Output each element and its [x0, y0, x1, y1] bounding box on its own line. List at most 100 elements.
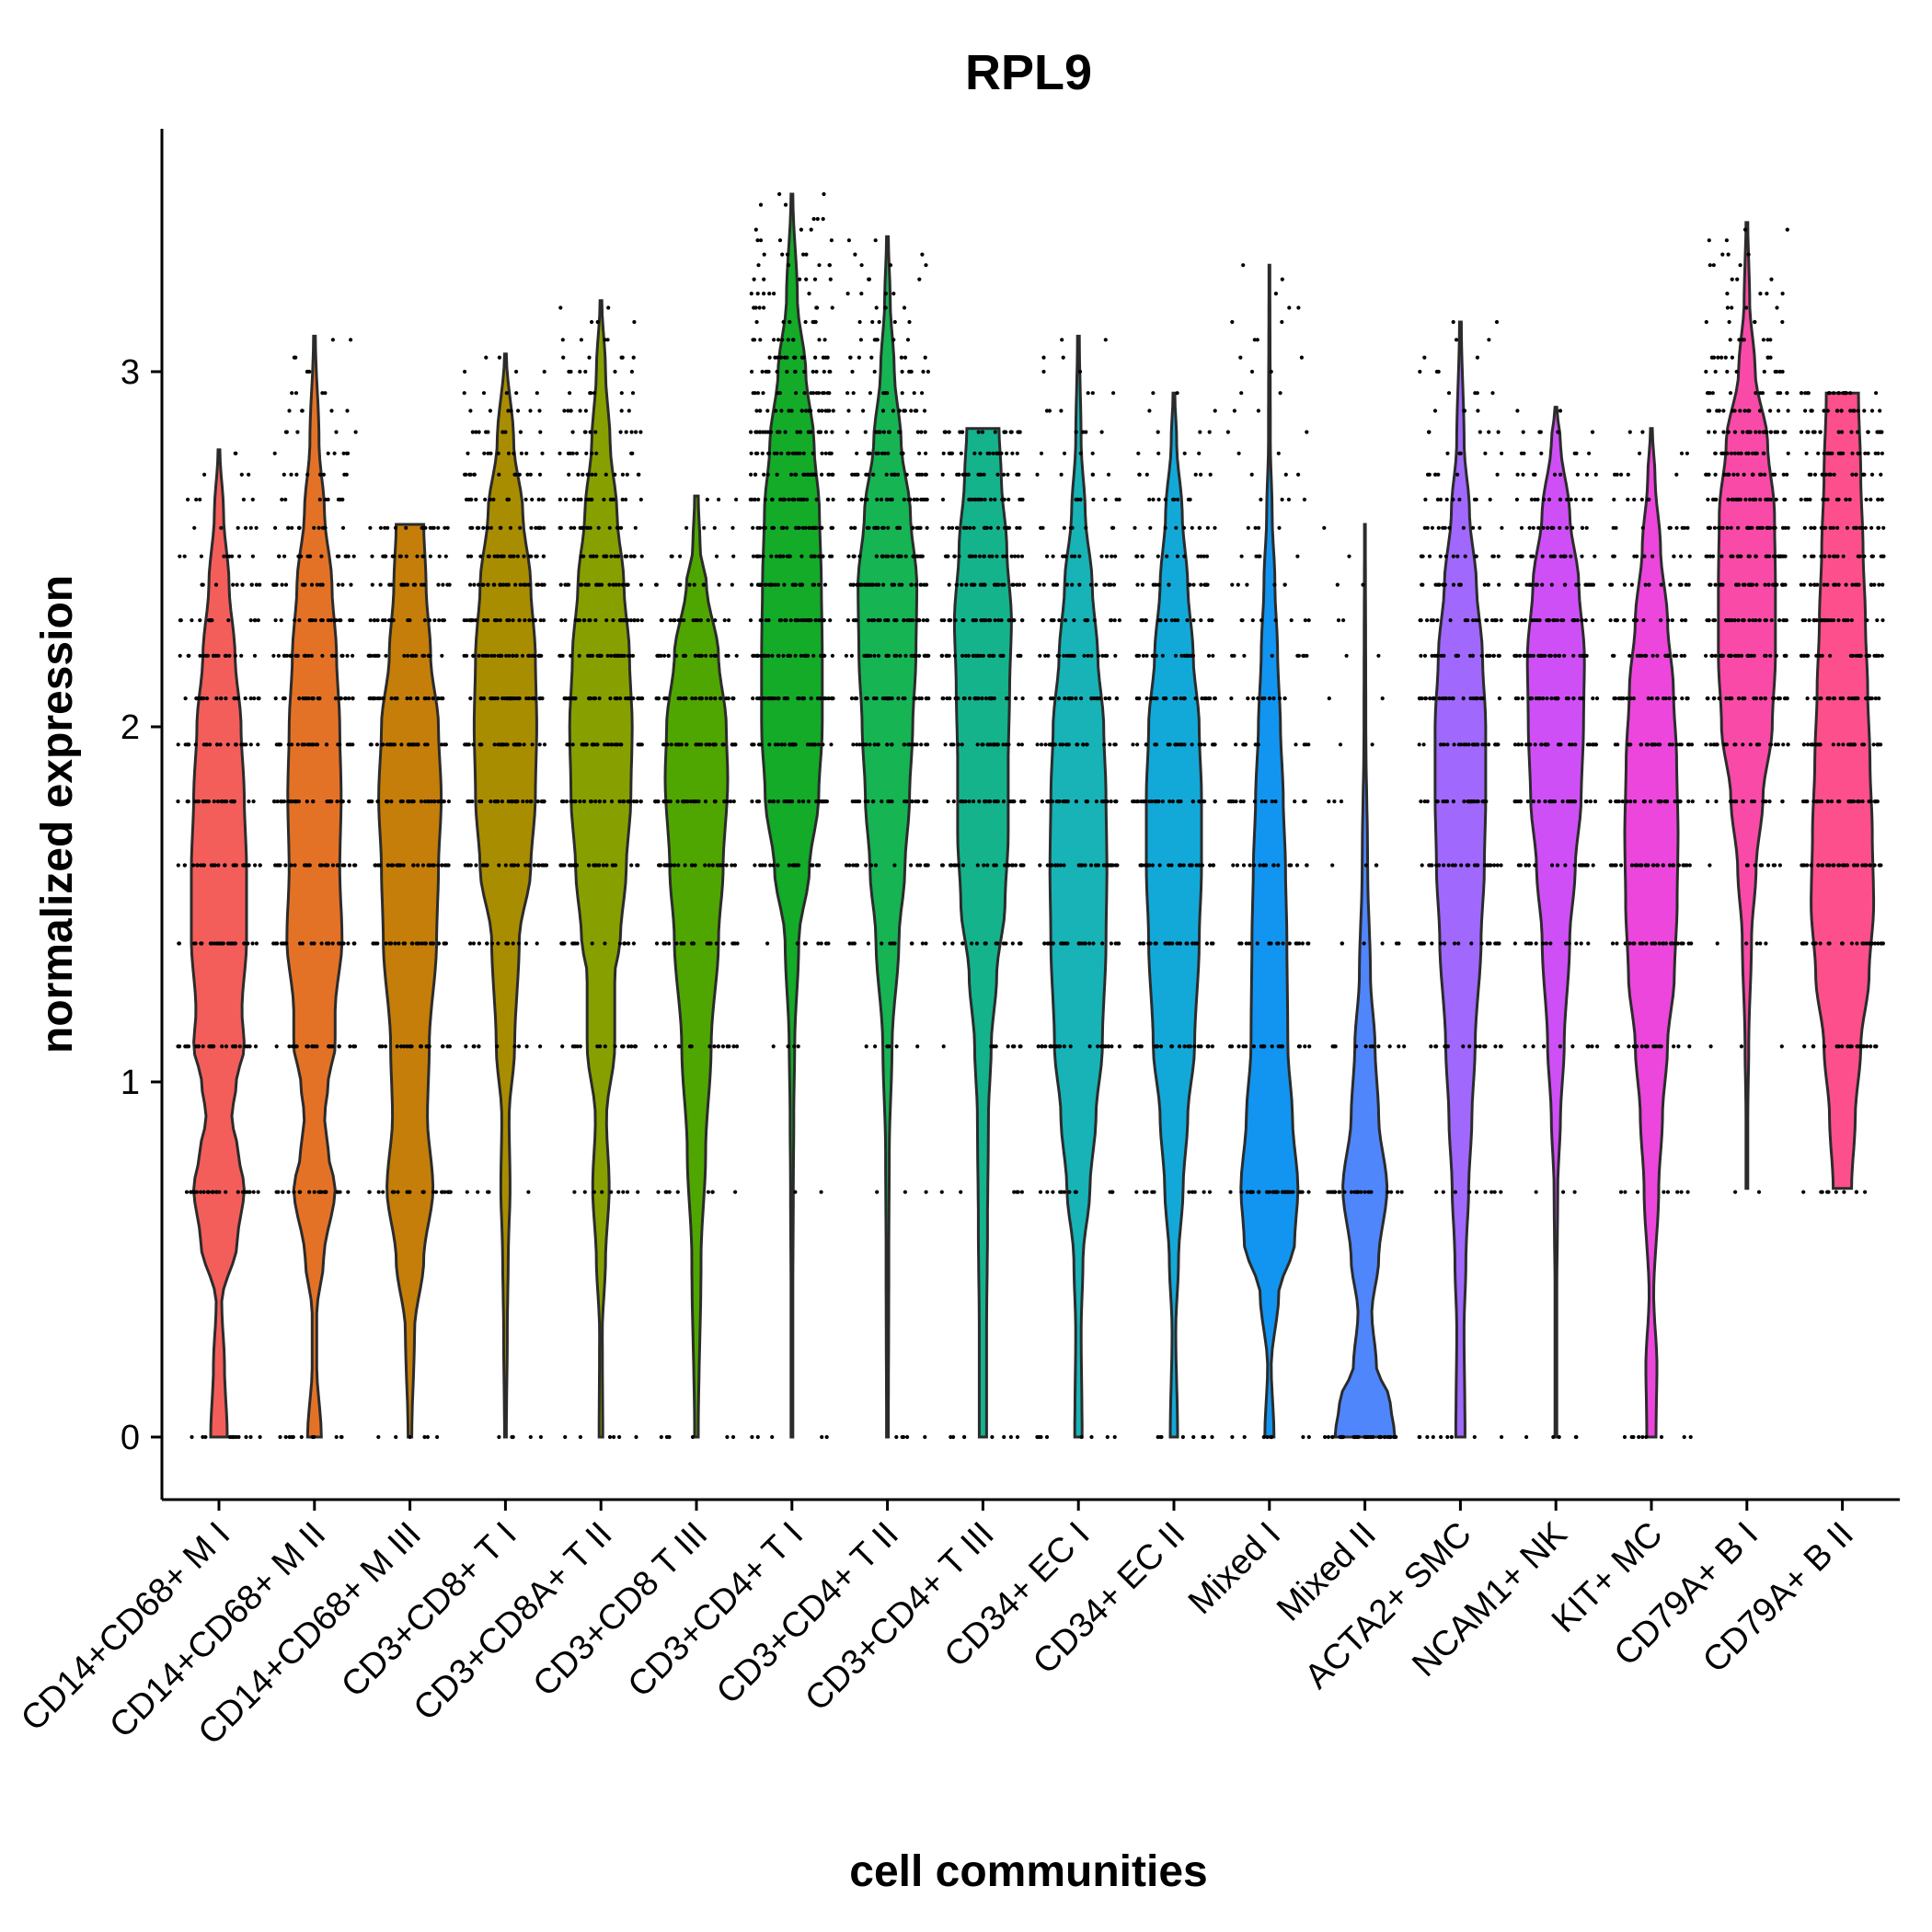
- data-point: [307, 1190, 312, 1194]
- data-point: [625, 618, 630, 623]
- data-point: [258, 863, 262, 868]
- data-point: [922, 582, 926, 587]
- data-point: [1187, 582, 1191, 587]
- data-point: [1459, 863, 1464, 868]
- data-point: [1278, 391, 1282, 396]
- data-point: [1464, 618, 1468, 623]
- data-point: [201, 1190, 206, 1194]
- data-point: [1643, 582, 1648, 587]
- data-point: [806, 472, 811, 477]
- data-point: [914, 582, 918, 587]
- data-point: [1743, 497, 1748, 502]
- data-point: [1289, 863, 1294, 868]
- data-point: [431, 696, 435, 701]
- data-point: [1117, 497, 1121, 502]
- data-point: [1287, 305, 1292, 310]
- data-point: [792, 497, 797, 502]
- data-point: [1543, 799, 1547, 804]
- data-point: [822, 338, 827, 342]
- data-point: [765, 472, 770, 477]
- data-point: [752, 338, 757, 342]
- data-point: [704, 742, 708, 747]
- data-point: [1425, 1434, 1430, 1440]
- data-point: [1211, 653, 1215, 658]
- data-point: [1418, 1434, 1422, 1440]
- data-point: [1141, 653, 1145, 658]
- data-point: [1539, 742, 1544, 747]
- data-point: [1461, 696, 1466, 701]
- data-point: [903, 1190, 908, 1194]
- data-point: [588, 554, 593, 558]
- data-point: [1474, 497, 1478, 502]
- data-point: [271, 653, 276, 658]
- data-point: [1059, 472, 1064, 477]
- data-point: [820, 451, 824, 455]
- data-point: [576, 472, 581, 477]
- data-point: [576, 497, 581, 502]
- data-point: [391, 742, 396, 747]
- data-point: [1575, 582, 1580, 587]
- data-point: [926, 369, 931, 374]
- data-point: [571, 863, 577, 868]
- data-point: [1741, 742, 1745, 747]
- data-point: [283, 941, 288, 946]
- data-point: [1263, 799, 1268, 804]
- data-point: [305, 863, 310, 868]
- data-point: [280, 582, 284, 587]
- data-point: [922, 408, 927, 413]
- data-point: [898, 653, 903, 658]
- data-point: [871, 696, 877, 701]
- data-point: [797, 799, 801, 804]
- data-point: [1068, 525, 1073, 530]
- data-point: [882, 451, 888, 455]
- data-point: [1306, 742, 1311, 747]
- data-point: [1572, 1190, 1577, 1194]
- data-point: [501, 554, 506, 558]
- data-point: [484, 355, 489, 360]
- data-point: [1422, 799, 1427, 804]
- data-point: [886, 525, 891, 530]
- data-point: [437, 554, 442, 558]
- data-point: [628, 554, 633, 558]
- data-point: [974, 941, 979, 946]
- data-point: [491, 497, 496, 502]
- data-point: [872, 618, 877, 623]
- data-point: [522, 582, 526, 587]
- data-point: [1425, 618, 1430, 623]
- data-point: [823, 430, 829, 434]
- data-point: [1271, 863, 1276, 868]
- data-point: [1115, 863, 1120, 868]
- data-point: [1551, 554, 1556, 558]
- data-point: [1661, 696, 1666, 701]
- data-point: [732, 863, 737, 868]
- data-point: [590, 497, 594, 502]
- data-point: [875, 1190, 880, 1194]
- data-point: [1674, 525, 1679, 530]
- data-point: [1727, 618, 1731, 623]
- data-point: [1105, 554, 1110, 558]
- data-point: [1066, 696, 1071, 701]
- data-point: [620, 653, 625, 658]
- data-point: [413, 742, 418, 747]
- data-point: [586, 497, 592, 502]
- data-point: [813, 319, 818, 325]
- data-point: [1265, 1434, 1270, 1440]
- data-point: [703, 799, 708, 804]
- data-point: [588, 696, 592, 701]
- data-point: [793, 1190, 798, 1194]
- data-point: [214, 696, 219, 701]
- data-point: [436, 941, 442, 946]
- data-point: [1333, 1190, 1338, 1194]
- data-point: [888, 941, 892, 946]
- data-point: [777, 554, 782, 558]
- data-point: [1651, 863, 1656, 868]
- violin-15: [1623, 427, 1680, 1439]
- data-point: [1622, 582, 1627, 587]
- data-point: [611, 582, 615, 587]
- data-point: [367, 1190, 372, 1194]
- data-point: [1276, 451, 1281, 455]
- data-point: [1486, 582, 1490, 587]
- data-point: [629, 369, 635, 374]
- data-point: [176, 742, 180, 747]
